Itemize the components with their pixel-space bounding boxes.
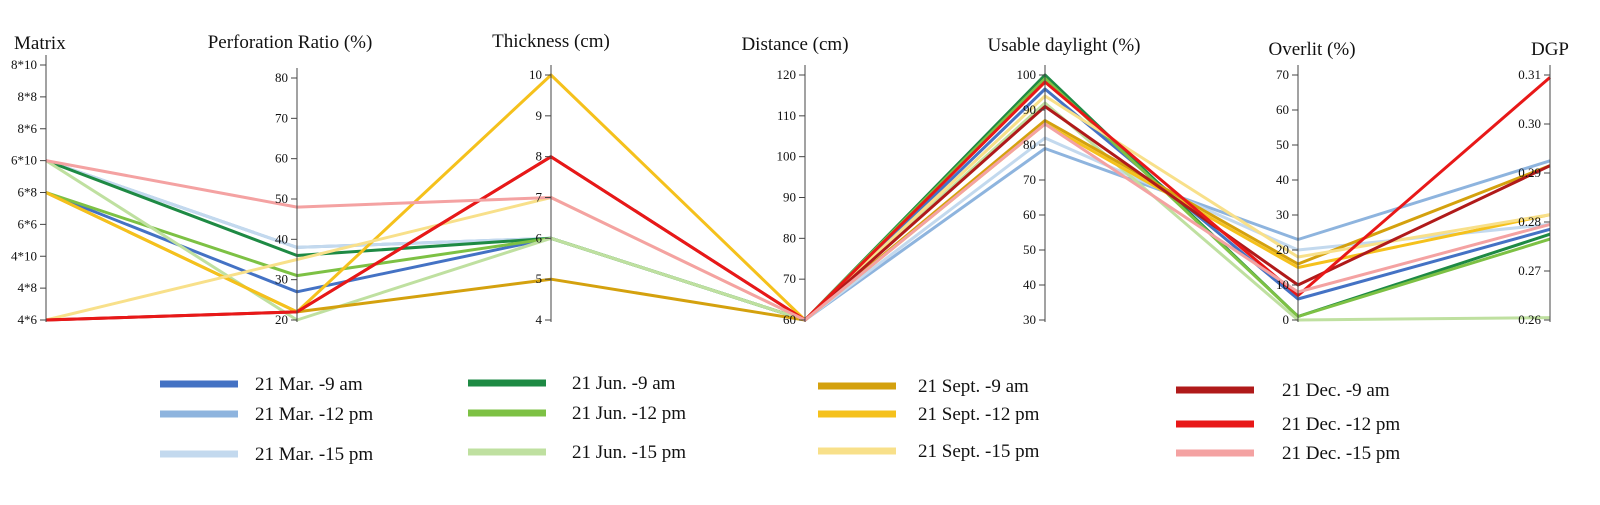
legend-label-10: 21 Dec. -9 am bbox=[1282, 380, 1390, 401]
tick-label: 120 bbox=[777, 67, 797, 82]
tick-label: 0.28 bbox=[1518, 214, 1541, 229]
tick-label: 70 bbox=[275, 110, 288, 125]
tick-label: 5 bbox=[536, 271, 543, 286]
tick-label: 10 bbox=[529, 67, 542, 82]
legend-label-8: 21 Sept. -12 pm bbox=[918, 404, 1040, 425]
tick-label: 60 bbox=[1023, 207, 1036, 222]
legend-label-6: 21 Jun. -15 pm bbox=[572, 442, 686, 463]
tick-label: 70 bbox=[783, 271, 796, 286]
axis-title-3: Thickness (cm) bbox=[492, 31, 610, 52]
tick-label: 50 bbox=[1023, 242, 1036, 257]
axis-title-7: DGP bbox=[1531, 39, 1569, 60]
tick-label: 100 bbox=[777, 149, 797, 164]
axis-title-6: Overlit (%) bbox=[1268, 39, 1355, 60]
tick-label: 6 bbox=[536, 230, 543, 245]
legend-label-9: 21 Sept. -15 pm bbox=[918, 441, 1040, 462]
axis-title-2: Perforation Ratio (%) bbox=[208, 32, 373, 53]
tick-label: 80 bbox=[783, 230, 796, 245]
tick-label: 60 bbox=[275, 151, 288, 166]
tick-label: 4*10 bbox=[11, 248, 37, 263]
tick-label: 50 bbox=[1276, 137, 1289, 152]
tick-label: 110 bbox=[777, 108, 796, 123]
legend-label-1: 21 Mar. -9 am bbox=[255, 374, 363, 395]
tick-label: 0.30 bbox=[1518, 116, 1541, 131]
tick-label: 30 bbox=[1276, 207, 1289, 222]
series-line-7 bbox=[45, 119, 1551, 322]
tick-label: 6*8 bbox=[18, 185, 38, 200]
tick-label: 90 bbox=[1023, 102, 1036, 117]
tick-label: 90 bbox=[783, 190, 796, 205]
tick-label: 70 bbox=[1276, 67, 1289, 82]
tick-label: 4 bbox=[536, 312, 543, 327]
legend-label-4: 21 Jun. -9 am bbox=[572, 373, 676, 394]
tick-label: 60 bbox=[1276, 102, 1289, 117]
tick-label: 70 bbox=[1023, 172, 1036, 187]
tick-label: 20 bbox=[1276, 242, 1289, 257]
tick-label: 0.26 bbox=[1518, 312, 1541, 327]
tick-label: 20 bbox=[275, 312, 288, 327]
series-line-6 bbox=[45, 101, 1551, 322]
tick-label: 4*8 bbox=[18, 280, 38, 295]
axis-title-5: Usable daylight (%) bbox=[987, 35, 1140, 56]
tick-label: 0 bbox=[1283, 312, 1290, 327]
tick-label: 0.29 bbox=[1518, 165, 1541, 180]
tick-label: 40 bbox=[1023, 277, 1036, 292]
tick-label: 40 bbox=[1276, 172, 1289, 187]
tick-label: 8 bbox=[536, 149, 543, 164]
axis-title-4: Distance (cm) bbox=[741, 34, 848, 55]
tick-label: 50 bbox=[275, 191, 288, 206]
tick-label: 7 bbox=[536, 190, 543, 205]
tick-label: 40 bbox=[275, 231, 288, 246]
series-lines bbox=[45, 73, 1551, 322]
tick-label: 8*10 bbox=[11, 57, 37, 72]
tick-label: 100 bbox=[1017, 67, 1037, 82]
legend: 21 Mar. -9 am 21 Mar. -12 pm 21 Mar. -15 p… bbox=[160, 373, 1400, 465]
tick-label: 30 bbox=[1023, 312, 1036, 327]
axis-title-1: Matrix bbox=[14, 33, 66, 54]
axes: Matrix 8*10 8*8 8*6 6*10 6*8 6*6 4*10 4*8 4*6 Perf… bbox=[11, 31, 1569, 327]
tick-label: 10 bbox=[1276, 277, 1289, 292]
legend-label-11: 21 Dec. -12 pm bbox=[1282, 414, 1400, 435]
tick-label: 8*8 bbox=[18, 89, 38, 104]
legend-label-2: 21 Mar. -12 pm bbox=[255, 404, 373, 425]
tick-label: 6*6 bbox=[18, 216, 38, 231]
series-line-2 bbox=[45, 147, 1551, 322]
tick-label: 4*6 bbox=[18, 312, 38, 327]
tick-label: 8*6 bbox=[18, 121, 38, 136]
tick-label: 60 bbox=[783, 312, 796, 327]
tick-label: 80 bbox=[1023, 137, 1036, 152]
tick-label: 9 bbox=[536, 108, 543, 123]
tick-label: 0.27 bbox=[1518, 263, 1541, 278]
tick-label: 6*10 bbox=[11, 153, 37, 168]
legend-label-3: 21 Mar. -15 pm bbox=[255, 444, 373, 465]
tick-label: 80 bbox=[275, 70, 288, 85]
tick-label: 30 bbox=[275, 272, 288, 287]
legend-label-12: 21 Dec. -15 pm bbox=[1282, 443, 1400, 464]
legend-label-7: 21 Sept. -9 am bbox=[918, 376, 1029, 397]
tick-label: 0.31 bbox=[1518, 67, 1541, 82]
series-line-10 bbox=[45, 105, 1551, 322]
legend-label-5: 21 Jun. -12 pm bbox=[572, 403, 686, 424]
